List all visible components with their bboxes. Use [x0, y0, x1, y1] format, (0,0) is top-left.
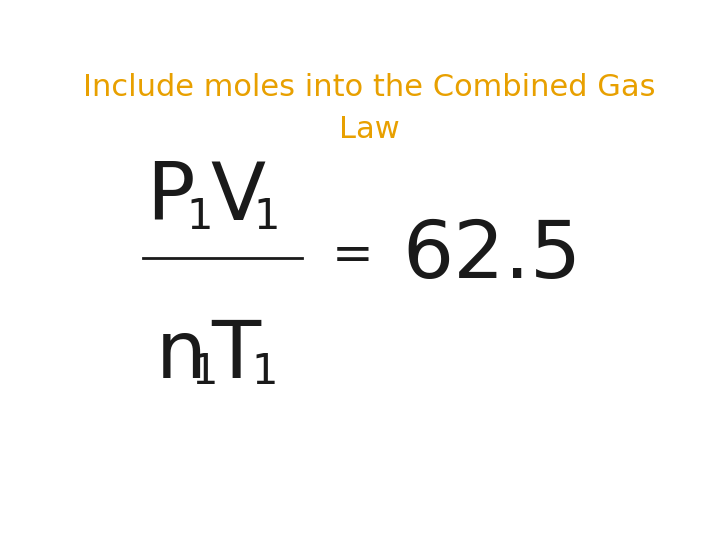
Text: 1: 1 — [253, 195, 280, 238]
Text: Include moles into the Combined Gas: Include moles into the Combined Gas — [83, 73, 655, 102]
Text: V: V — [210, 159, 265, 237]
Text: 1: 1 — [186, 195, 212, 238]
Text: 62.5: 62.5 — [402, 217, 582, 295]
Text: Law: Law — [338, 114, 400, 144]
Text: 1: 1 — [252, 352, 279, 394]
Text: T: T — [212, 317, 261, 395]
Text: 1: 1 — [192, 352, 218, 394]
Text: P: P — [145, 159, 194, 237]
Text: =: = — [331, 232, 373, 280]
Text: n: n — [156, 317, 207, 395]
